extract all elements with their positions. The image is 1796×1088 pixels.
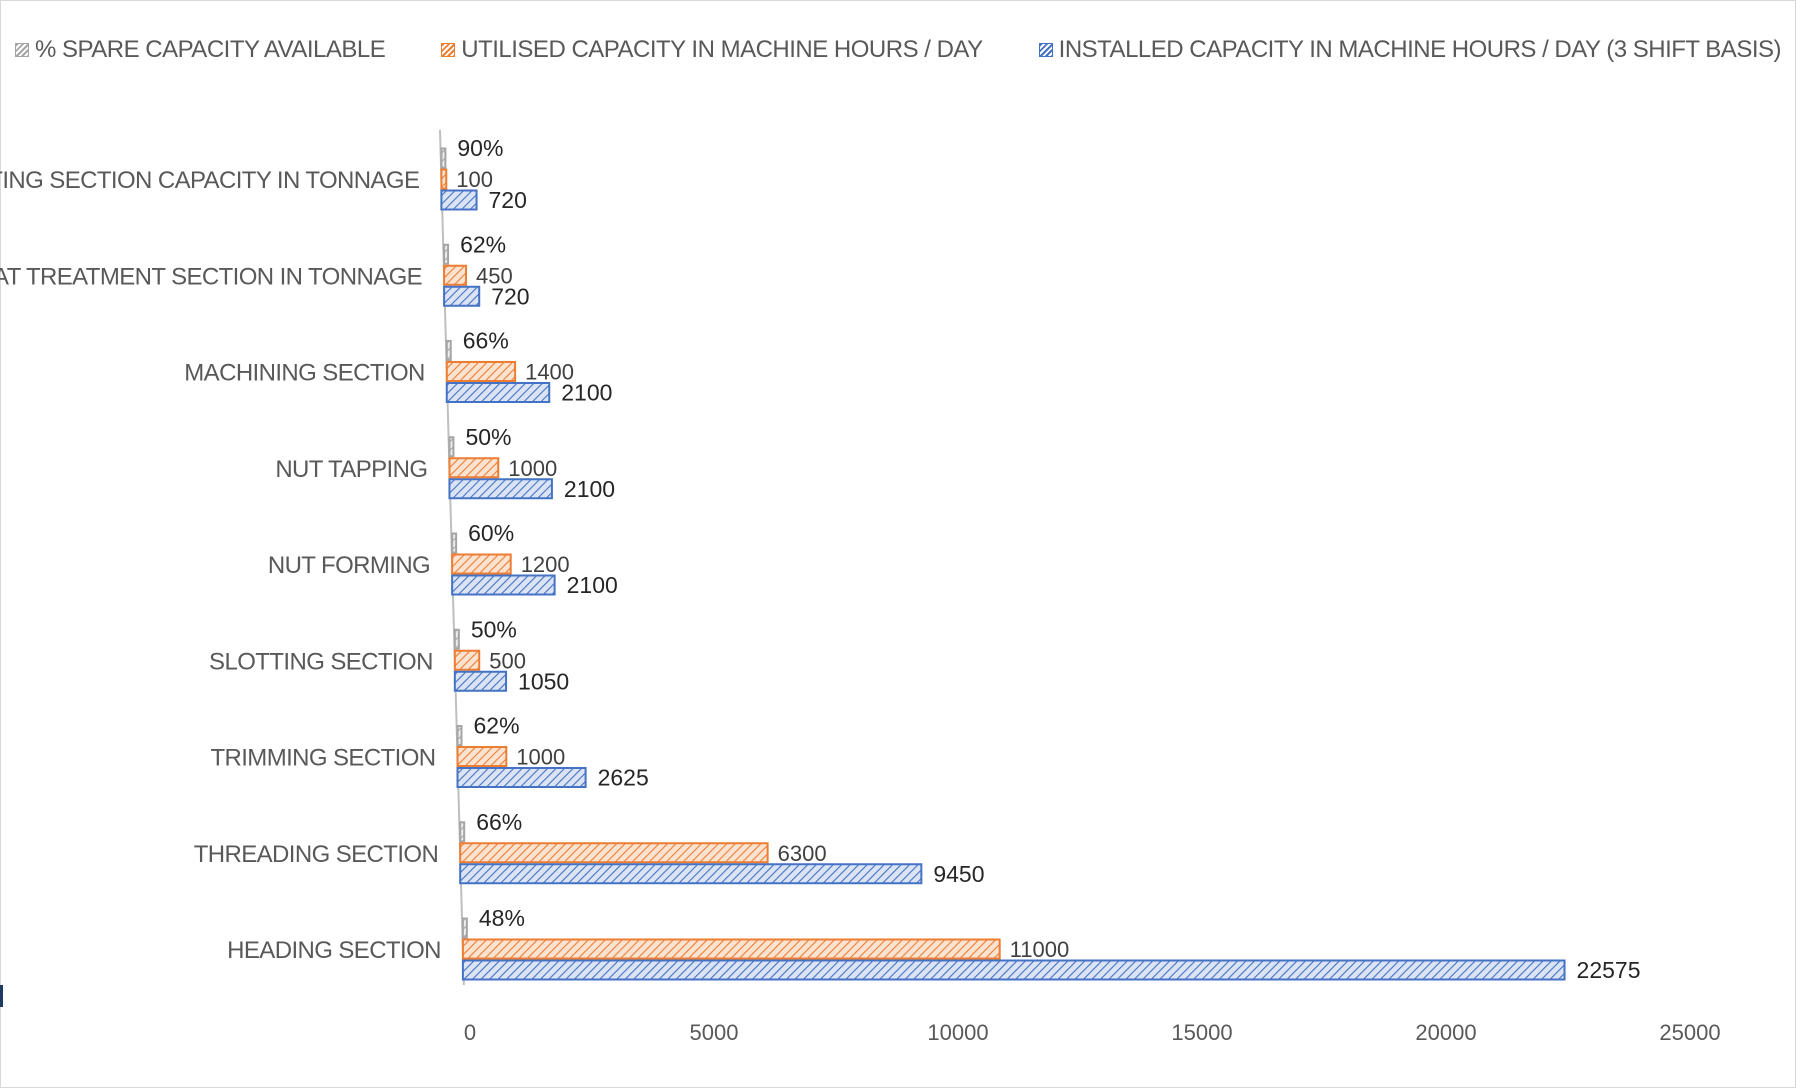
category-label: HEADING SECTION: [227, 937, 441, 964]
legend-item-utilised: UTILISED CAPACITY IN MACHINE HOURS / DAY: [441, 36, 983, 64]
data-label: 90%: [457, 135, 503, 161]
category-label: NUT TAPPING: [275, 456, 427, 483]
bar-installed: [451, 574, 556, 596]
legend-item-spare: % SPARE CAPACITY AVAILABLE: [14, 36, 386, 64]
data-label: 2100: [561, 380, 612, 406]
data-label: 720: [489, 187, 527, 213]
data-label: 2100: [567, 572, 618, 598]
bar-spare: [456, 725, 463, 746]
x-tick-label: 25000: [1659, 1020, 1720, 1045]
data-label: 50%: [465, 424, 511, 450]
bar-spare: [443, 243, 450, 265]
data-label: 2100: [564, 476, 615, 502]
data-label: 6300: [778, 841, 827, 866]
data-label: 62%: [474, 713, 520, 739]
data-label: 66%: [463, 328, 509, 354]
bars-layer: [440, 147, 1566, 981]
legend: % SPARE CAPACITY AVAILABLE UTILISED CAPA…: [0, 30, 1796, 70]
data-label: 1400: [525, 360, 574, 385]
data-label: 1000: [508, 456, 557, 481]
labels-layer: HEADING SECTION 48% 11000 22575 THREADING SE…: [0, 135, 1641, 983]
bar-installed: [459, 863, 923, 885]
bar-utilised: [461, 938, 1001, 960]
bar-installed: [461, 959, 1566, 981]
category-label: HEAT TREATMENT SECTION IN TONNAGE: [0, 263, 422, 290]
x-tick-label: 15000: [1171, 1020, 1232, 1045]
bar-utilised: [451, 553, 512, 575]
bar-installed: [456, 767, 587, 788]
data-label: 62%: [460, 231, 506, 257]
data-label: 1000: [516, 745, 565, 770]
data-label: 9450: [933, 861, 984, 887]
bar-utilised: [459, 842, 769, 864]
legend-swatch-utilised: [441, 43, 456, 57]
legend-item-installed: INSTALLED CAPACITY IN MACHINE HOURS / DA…: [1038, 36, 1782, 64]
category-label: NUT FORMING: [268, 552, 430, 579]
category-label: TRIMMING SECTION: [210, 745, 435, 772]
category-label: PLATING SECTION CAPACITY IN TONNAGE: [0, 167, 419, 194]
x-tick-label: 5000: [690, 1020, 739, 1045]
bar-spare: [440, 147, 447, 169]
bar-installed: [445, 382, 551, 403]
bar-spare: [461, 917, 468, 939]
data-label: 66%: [476, 809, 522, 835]
bar-spare: [453, 628, 460, 650]
bar-installed: [448, 478, 553, 500]
legend-label-installed: INSTALLED CAPACITY IN MACHINE HOURS / DA…: [1058, 36, 1782, 63]
data-label: 22575: [1577, 957, 1641, 983]
legend-swatch-installed: [1038, 43, 1053, 57]
bar-installed: [440, 189, 478, 211]
legend-label-utilised: UTILISED CAPACITY IN MACHINE HOURS / DAY: [461, 36, 983, 63]
bar-utilised: [456, 746, 508, 767]
x-tick-label: 10000: [927, 1020, 988, 1045]
bar-utilised: [445, 361, 517, 382]
data-label: 720: [491, 283, 529, 309]
data-label: 1050: [518, 668, 569, 694]
bar-spare: [445, 340, 452, 361]
data-label: 50%: [471, 616, 517, 642]
legend-label-spare: % SPARE CAPACITY AVAILABLE: [34, 36, 386, 63]
bar-utilised: [453, 649, 481, 671]
data-label: 1200: [521, 552, 570, 577]
bar-spare: [448, 436, 455, 458]
data-label: 48%: [479, 905, 525, 931]
x-tick-label: 20000: [1415, 1020, 1476, 1045]
axis-layer: 0 5000 10000 15000 20000 25000: [439, 129, 1721, 1045]
bar-utilised: [440, 168, 448, 190]
category-label: SLOTTING SECTION: [209, 648, 433, 675]
bar-installed: [443, 285, 481, 307]
bar-utilised: [448, 457, 500, 479]
data-label: 100: [456, 167, 493, 192]
bar-utilised: [443, 264, 468, 286]
bar-spare: [451, 532, 458, 554]
data-label: 2625: [598, 765, 649, 791]
data-label: 500: [489, 648, 526, 673]
bar-installed: [453, 670, 508, 692]
data-label: 60%: [468, 520, 514, 546]
legend-swatch-spare: [14, 43, 29, 57]
category-label: MACHINING SECTION: [184, 360, 424, 387]
left-edge-marker: [0, 985, 3, 1007]
x-tick-label: 0: [464, 1020, 476, 1045]
bar-spare: [459, 821, 466, 843]
category-label: THREADING SECTION: [194, 841, 438, 868]
data-label: 450: [476, 263, 513, 288]
data-label: 11000: [1010, 937, 1070, 962]
